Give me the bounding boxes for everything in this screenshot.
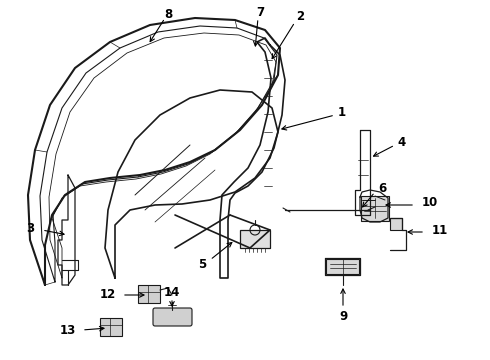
Bar xyxy=(390,218,402,230)
Bar xyxy=(361,196,389,221)
Text: 10: 10 xyxy=(422,197,438,210)
Text: 1: 1 xyxy=(338,105,346,118)
Text: 5: 5 xyxy=(198,258,206,271)
Text: 14: 14 xyxy=(164,285,180,298)
FancyBboxPatch shape xyxy=(153,308,192,326)
Text: 6: 6 xyxy=(378,181,386,194)
Text: 11: 11 xyxy=(432,224,448,237)
Text: 9: 9 xyxy=(339,310,347,323)
Text: 3: 3 xyxy=(26,221,34,234)
Bar xyxy=(100,318,122,336)
Bar xyxy=(138,285,160,303)
Bar xyxy=(240,230,270,248)
Text: 13: 13 xyxy=(60,324,76,337)
Text: 8: 8 xyxy=(164,8,172,21)
Text: 2: 2 xyxy=(296,10,304,23)
Text: 4: 4 xyxy=(398,135,406,148)
Text: 12: 12 xyxy=(100,288,116,302)
Text: 7: 7 xyxy=(256,6,264,19)
Bar xyxy=(326,259,359,274)
